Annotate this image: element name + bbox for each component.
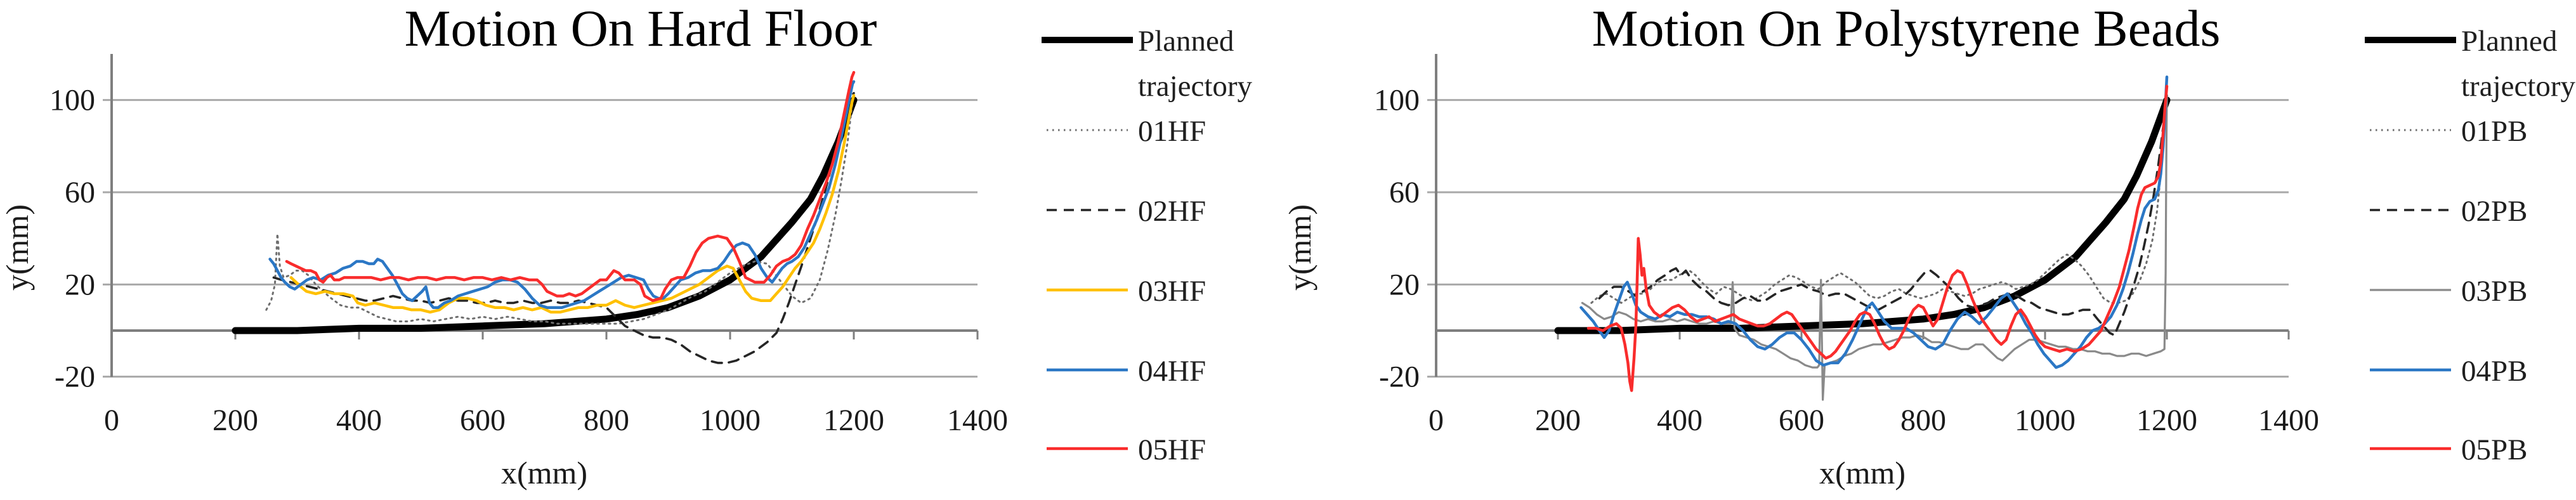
chart-hard-floor: 0 200 400 600 800 1000 1200 1400 100 60 20 -20 Motio… [0,0,1253,490]
legend-label: 05PB [2461,433,2528,466]
y-tick-label--20: -20 [1379,360,1420,394]
legend-item-Planned-trajectory: Planned trajectory [2365,25,2575,103]
series-02PB-line [1598,94,2168,337]
series-Planned-trajectory-line [232,96,858,334]
chart-title: Motion On Polystyrene Beads [1592,0,2221,57]
series-01HF-line [265,92,855,325]
y-tick-label-100: 100 [1374,84,1420,117]
x-tick-label-200: 200 [1535,404,1581,437]
legend-item-05PB: 05PB [2370,433,2528,466]
legend-item-04HF: 04HF [1047,355,1206,388]
x-axis-title: x(mm) [1819,455,1906,490]
chart-polystyrene-beads: 0 200 400 600 800 1000 1200 1400 100 60 20 -20 Motio… [1288,0,2575,500]
legend-label: 05HF [1138,433,1206,466]
legend-label: 02PB [2461,195,2528,228]
legend-label: trajectory [2461,70,2575,103]
y-tick-label--20: -20 [55,360,95,394]
x-tick-label-800: 800 [584,404,629,437]
legend-label: Planned [1138,25,1234,58]
legend-label: 01PB [2461,115,2528,148]
y-tick-label-60: 60 [1389,176,1420,209]
x-tick-label-1200: 1200 [2136,404,2197,437]
x-tick-label-200: 200 [212,404,258,437]
x-tick-label-400: 400 [1657,404,1703,437]
x-tick-label-1000: 1000 [700,404,761,437]
x-tick-label-800: 800 [1900,404,1946,437]
chart-hard-floor-svg: 0 200 400 600 800 1000 1200 1400 100 60 20 -20 Motio… [0,0,1253,490]
legend-item-05HF: 05HF [1047,433,1206,466]
x-tick-label-600: 600 [460,404,506,437]
legend-label: 04HF [1138,355,1206,388]
x-tick-label-400: 400 [336,404,382,437]
series-02HF-line [272,92,855,364]
legend-item-03HF: 03HF [1047,275,1206,308]
y-tick-label-20: 20 [1389,268,1420,301]
y-axis-title: y(mm) [1288,204,1317,291]
legend-item-01HF: 01HF [1047,115,1206,148]
series-04HF-line [268,80,856,309]
series-05PB-line [1586,84,2169,392]
chart-polystyrene-beads-svg: 0 200 400 600 800 1000 1200 1400 100 60 20 -20 Motio… [1288,0,2575,490]
legend-item-02HF: 02HF [1047,195,1206,228]
x-tick-label-600: 600 [1779,404,1824,437]
series-05HF-line [285,70,856,303]
legend-item-04PB: 04PB [2370,355,2528,388]
y-axis-title: y(mm) [0,204,35,291]
legend-label: 03PB [2461,275,2528,308]
legend-label: 01HF [1138,115,1206,148]
series-01PB-line [1590,94,2168,304]
x-tick-label-1400: 1400 [947,404,1008,437]
legend-label: 02HF [1138,195,1206,228]
x-tick-label-1400: 1400 [2258,404,2319,437]
legend-label: trajectory [1138,70,1253,103]
y-tick-label-20: 20 [65,268,95,301]
y-tick-label-100: 100 [49,84,95,117]
y-tick-label-60: 60 [65,176,95,209]
series-03HF-line [289,94,856,314]
x-tick-label-0: 0 [104,404,119,437]
x-tick-label-1000: 1000 [2015,404,2076,437]
legend-label: Planned [2461,25,2557,58]
series-Planned-trajectory-line [1554,96,2171,334]
legend-label: 03HF [1138,275,1206,308]
legend-item-01PB: 01PB [2370,115,2528,148]
legend-item-Planned-trajectory: Planned trajectory [1042,25,1253,103]
legend-label: 04PB [2461,355,2528,388]
legend-item-03PB: 03PB [2370,275,2528,308]
x-tick-label-0: 0 [1429,404,1444,437]
chart-title: Motion On Hard Floor [405,0,877,57]
x-tick-label-1200: 1200 [823,404,884,437]
x-axis-title: x(mm) [501,455,587,490]
legend-item-02PB: 02PB [2370,195,2528,228]
